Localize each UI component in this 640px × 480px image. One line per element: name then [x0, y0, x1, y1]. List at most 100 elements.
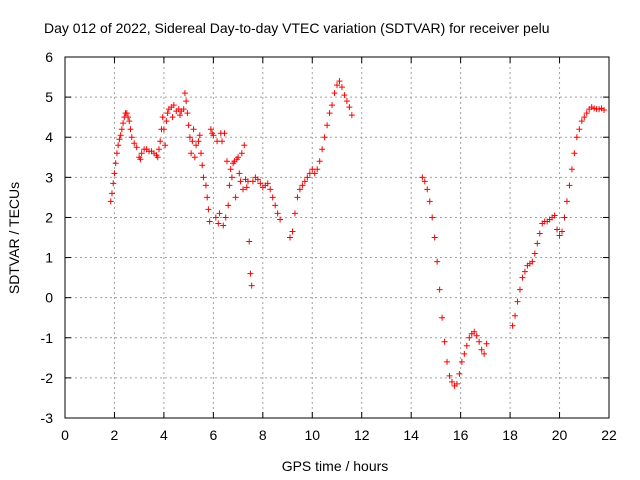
- data-point: [207, 126, 214, 133]
- data-point: [277, 216, 284, 223]
- x-tick-label: 0: [61, 427, 69, 443]
- data-point: [226, 182, 233, 189]
- data-point: [343, 98, 350, 105]
- data-point: [195, 138, 202, 145]
- data-point: [116, 136, 123, 143]
- data-point: [299, 182, 306, 189]
- data-point: [458, 358, 465, 365]
- data-point: [170, 102, 177, 109]
- data-point: [512, 312, 519, 319]
- data-point: [127, 126, 134, 133]
- data-point: [235, 154, 242, 161]
- plot-frame: [64, 56, 610, 419]
- data-point: [176, 112, 183, 119]
- data-point: [431, 234, 438, 241]
- data-point: [232, 194, 239, 201]
- data-point: [531, 250, 538, 257]
- data-point: [254, 176, 261, 183]
- data-point: [215, 220, 222, 227]
- data-point: [563, 198, 570, 205]
- data-point: [336, 78, 343, 85]
- x-tick-label: 22: [601, 427, 617, 443]
- data-point: [113, 150, 120, 157]
- data-point: [202, 182, 209, 189]
- data-point: [138, 150, 145, 157]
- data-point: [191, 154, 198, 161]
- data-point: [222, 214, 229, 221]
- data-point: [421, 178, 428, 185]
- data-point: [219, 138, 226, 145]
- y-tick-label: -3: [41, 410, 54, 426]
- data-point: [296, 186, 303, 193]
- y-tick-label: -2: [41, 370, 54, 386]
- data-point: [578, 118, 585, 125]
- x-tick-label: 18: [502, 427, 518, 443]
- data-point: [118, 126, 125, 133]
- data-point: [324, 122, 331, 129]
- data-point: [304, 174, 311, 181]
- data-point: [426, 198, 433, 205]
- data-point: [561, 214, 568, 221]
- data-point: [162, 142, 169, 149]
- data-point: [223, 158, 230, 165]
- data-point: [188, 150, 195, 157]
- data-point: [434, 258, 441, 265]
- y-tick-label: 3: [45, 169, 53, 185]
- data-point: [221, 130, 228, 137]
- x-tick-label: 4: [160, 427, 168, 443]
- data-point: [551, 212, 558, 219]
- y-axis-label: SDTVAR / TECUs: [6, 182, 22, 294]
- x-tick-label: 8: [259, 427, 267, 443]
- data-point: [246, 238, 253, 245]
- data-point: [128, 134, 135, 141]
- x-axis-label: GPS time / hours: [282, 458, 389, 474]
- y-tick-label: -1: [41, 330, 54, 346]
- data-point: [429, 214, 436, 221]
- data-point: [331, 90, 338, 97]
- data-point: [190, 126, 197, 133]
- data-point: [163, 118, 170, 125]
- data-point: [257, 180, 264, 187]
- data-point: [534, 240, 541, 247]
- data-point: [184, 110, 191, 117]
- data-point: [583, 110, 590, 117]
- data-point: [448, 378, 455, 385]
- data-point: [196, 132, 203, 139]
- data-point: [559, 228, 566, 235]
- data-point: [154, 154, 161, 161]
- data-point: [481, 350, 488, 357]
- data-point: [453, 380, 460, 387]
- data-point: [193, 142, 200, 149]
- data-point: [556, 232, 563, 239]
- data-point: [267, 186, 274, 193]
- y-tick-label: 5: [45, 89, 53, 105]
- data-point: [137, 156, 144, 163]
- data-point: [463, 342, 470, 349]
- data-point: [247, 270, 254, 277]
- data-point: [264, 180, 271, 187]
- x-tick-label: 20: [552, 427, 568, 443]
- data-point: [329, 102, 336, 109]
- data-point: [189, 138, 196, 145]
- data-point: [111, 170, 118, 177]
- data-point: [289, 228, 296, 235]
- data-point: [321, 134, 328, 141]
- data-point: [311, 170, 318, 177]
- data-point: [301, 178, 308, 185]
- data-point: [243, 184, 250, 191]
- data-point: [236, 170, 243, 177]
- data-point: [240, 186, 247, 193]
- data-point: [115, 142, 122, 149]
- data-point: [183, 98, 190, 105]
- data-point: [216, 210, 223, 217]
- data-point: [169, 114, 176, 121]
- data-point: [529, 258, 536, 265]
- data-point: [228, 174, 235, 181]
- data-point: [269, 194, 276, 201]
- data-point: [107, 198, 114, 205]
- data-point: [185, 122, 192, 129]
- data-point: [314, 166, 321, 173]
- data-point: [471, 328, 478, 335]
